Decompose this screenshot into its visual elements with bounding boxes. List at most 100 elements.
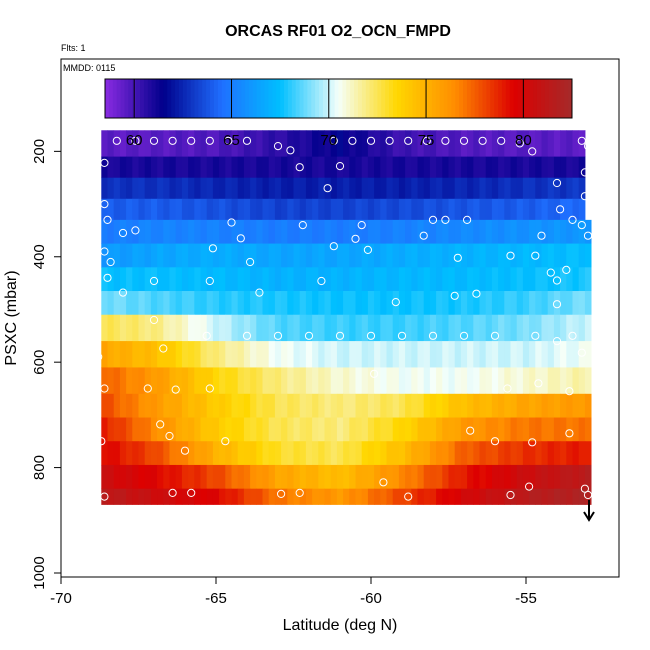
heatmap-cell [318, 177, 325, 200]
heatmap-cell [380, 198, 387, 221]
heatmap-cell [206, 267, 214, 292]
heatmap-cell [181, 243, 189, 268]
heatmap-cell [498, 488, 505, 505]
heatmap-cell [175, 464, 183, 490]
heatmap-cell [219, 219, 226, 244]
heatmap-cell [219, 464, 226, 490]
heatmap-cell [181, 441, 189, 466]
heatmap-cell [212, 267, 220, 292]
colorbar-segment [416, 79, 421, 118]
heatmap-cell [429, 441, 437, 466]
heatmap-cell [535, 198, 542, 221]
heatmap-cell [212, 243, 220, 268]
heatmap-cell [448, 367, 456, 395]
heatmap-cell [454, 177, 462, 200]
heatmap-cell [467, 267, 474, 292]
heatmap-cell [516, 177, 524, 200]
heatmap-cell [237, 291, 245, 316]
heatmap-cell [473, 219, 480, 244]
heatmap-cell [491, 341, 499, 368]
observation-marker [156, 420, 165, 429]
heatmap-cell [150, 177, 158, 200]
heatmap-cell [553, 219, 561, 244]
heatmap-cell [423, 198, 431, 221]
heatmap-cell [299, 177, 307, 200]
colorbar-segment [548, 79, 554, 118]
heatmap-cell [522, 367, 530, 395]
heatmap-cell [194, 219, 201, 244]
heatmap-cell [429, 417, 437, 442]
heatmap-cell [330, 464, 338, 490]
heatmap-cell [380, 488, 387, 505]
colorbar-segment [287, 79, 293, 118]
heatmap-cell [417, 341, 425, 368]
heatmap-cell [405, 291, 412, 316]
observation-marker [187, 488, 196, 497]
heatmap-cell [516, 393, 524, 418]
colorbar-segment [245, 79, 250, 118]
heatmap-cell [312, 367, 319, 395]
heatmap-cell [181, 130, 189, 158]
heatmap-cell [318, 130, 325, 158]
heatmap-cell [212, 177, 220, 200]
heatmap-cell [305, 291, 313, 316]
heatmap-cell [349, 417, 356, 442]
heatmap-cell [405, 156, 412, 179]
heatmap-cell [250, 464, 257, 490]
colorbar-segment [536, 79, 542, 118]
heatmap-cell [107, 130, 115, 158]
heatmap-cell [411, 341, 418, 368]
heatmap-cell [510, 393, 518, 418]
heatmap-cell [442, 341, 449, 368]
heatmap-cell [119, 267, 127, 292]
heatmap-cell [150, 393, 158, 418]
heatmap-cell [516, 464, 524, 490]
heatmap-cell [479, 367, 487, 395]
colorbar-segment [295, 79, 301, 118]
heatmap-cell [126, 219, 133, 244]
heatmap-cell [467, 177, 474, 200]
heatmap-cell [541, 267, 549, 292]
colorbar-segment [237, 79, 242, 118]
heatmap-cell [268, 267, 276, 292]
heatmap-cell [547, 488, 555, 505]
heatmap-cell [566, 243, 573, 268]
heatmap-cell [132, 464, 139, 490]
heatmap-cell [256, 267, 263, 292]
heatmap-cell [157, 367, 164, 395]
heatmap-cell [436, 417, 443, 442]
heatmap-cell [138, 219, 146, 244]
heatmap-cell [312, 488, 319, 505]
observation-marker [503, 384, 512, 393]
heatmap-cell [256, 488, 263, 505]
heatmap-cell [126, 198, 133, 221]
heatmap-cell [262, 441, 270, 466]
heatmap-cell [225, 219, 232, 244]
heatmap-cell [498, 314, 505, 342]
heatmap-cell [473, 198, 480, 221]
observation-marker [428, 331, 438, 340]
observation-marker [552, 337, 562, 346]
heatmap-cell [163, 464, 170, 490]
heatmap-cell [584, 267, 592, 292]
heatmap-cell [485, 198, 493, 221]
colorbar-segment [315, 79, 320, 118]
heatmap-cell [107, 156, 115, 179]
heatmap-cell [243, 314, 251, 342]
heatmap-cell [188, 441, 195, 466]
heatmap-cell [175, 156, 183, 179]
heatmap-cell [101, 464, 108, 490]
heatmap-cell [423, 488, 431, 505]
colorbar-segment [307, 79, 312, 118]
y-tick-label: 800 [31, 455, 48, 480]
heatmap-cell [460, 488, 468, 505]
heatmap-cell [541, 417, 549, 442]
heatmap-cell [101, 341, 108, 368]
heatmap-cell [206, 367, 214, 395]
heatmap-cell [547, 177, 555, 200]
heatmap-cell [560, 156, 567, 179]
heatmap-cell [578, 488, 586, 505]
heatmap-cell [429, 156, 437, 179]
heatmap-cell [119, 488, 127, 505]
heatmap-cell [498, 393, 505, 418]
